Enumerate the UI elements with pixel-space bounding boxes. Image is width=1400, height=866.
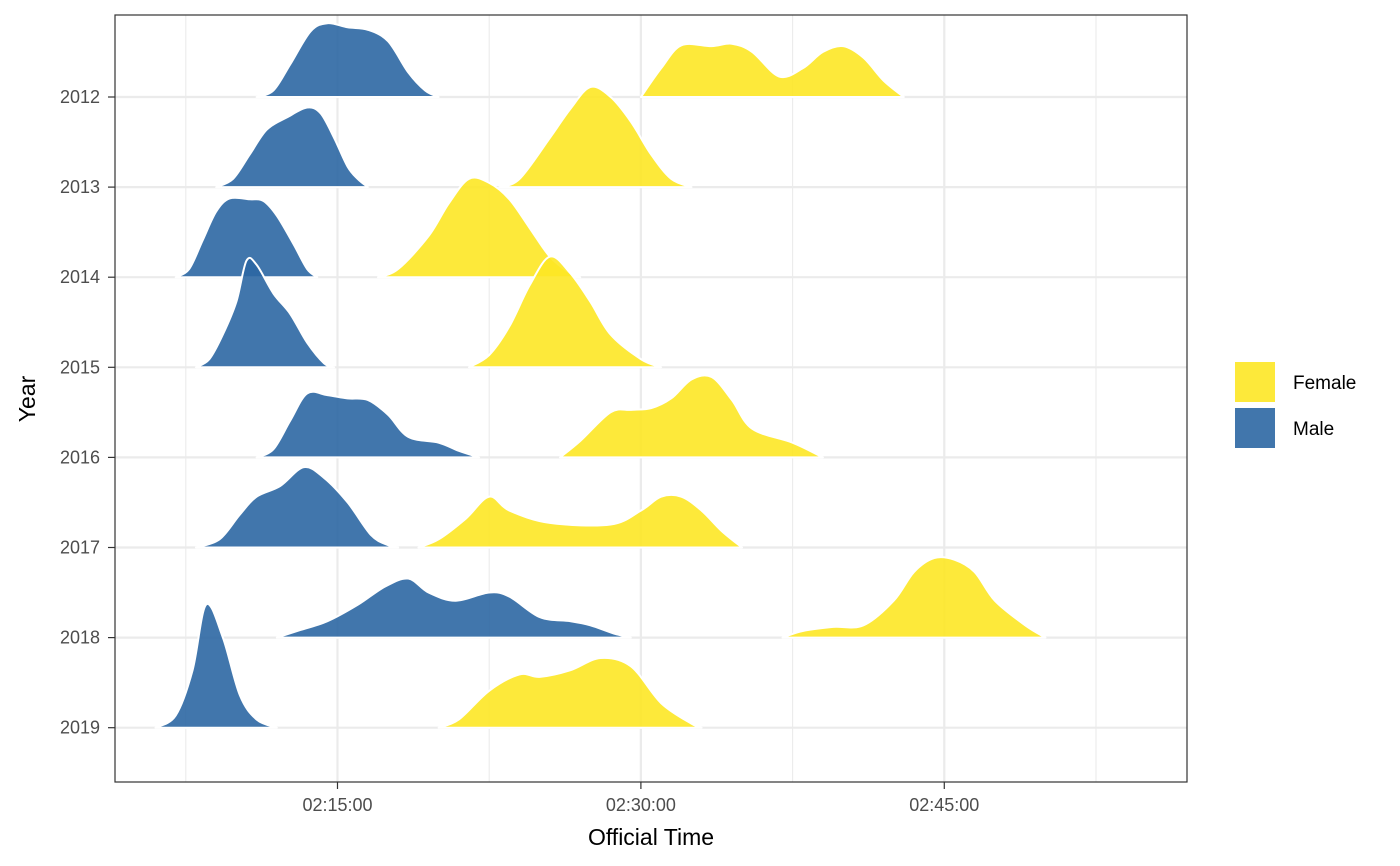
legend-label-male: Male <box>1293 419 1334 440</box>
panel-frame <box>114 14 1188 783</box>
ridge-male-2012 <box>255 22 440 98</box>
ridge-female-2016 <box>558 374 824 459</box>
ridge-male-2016 <box>255 390 481 459</box>
legend-label-female: Female <box>1293 373 1356 394</box>
y-tick-label: 2012 <box>60 87 100 107</box>
ridge-female-2019 <box>437 656 703 729</box>
x-axis-title: Official Time <box>588 824 714 850</box>
y-tick-label: 2018 <box>60 628 100 648</box>
ridge-male-2018 <box>275 577 632 639</box>
ridge-female-2015 <box>467 255 663 369</box>
x-tick-label: 02:45:00 <box>909 795 979 815</box>
x-tick-label: 02:30:00 <box>606 795 676 815</box>
x-tick-label: 02:15:00 <box>302 795 372 815</box>
y-tick-label: 2017 <box>60 538 100 558</box>
ridge-female-2012 <box>639 42 905 98</box>
y-tick-label: 2013 <box>60 177 100 197</box>
x-axis: 02:15:00 02:30:00 02:45:00 <box>302 782 979 815</box>
ridge-female-2013 <box>498 85 693 189</box>
y-axis: 2012 2013 2014 2015 2016 2017 2018 2019 <box>60 87 115 738</box>
y-tick-label: 2016 <box>60 447 100 467</box>
ridge-male-2014 <box>174 196 319 279</box>
y-tick-label: 2015 <box>60 357 100 377</box>
ridge-male-2019 <box>154 602 278 729</box>
legend-key-male <box>1235 408 1275 448</box>
ridge-male-2015 <box>194 256 336 369</box>
ridge-male-2017 <box>194 465 400 549</box>
ridge-male-2013 <box>215 106 369 189</box>
ridge-female-2017 <box>417 493 744 549</box>
ridge-female-2018 <box>781 556 1047 639</box>
y-axis-title: Year <box>14 375 40 422</box>
legend: Female Male <box>1235 362 1356 448</box>
ridges <box>154 22 1047 729</box>
y-tick-label: 2014 <box>60 267 100 287</box>
panel-border <box>114 14 1188 783</box>
legend-key-female <box>1235 362 1275 402</box>
y-tick-label: 2019 <box>60 718 100 738</box>
